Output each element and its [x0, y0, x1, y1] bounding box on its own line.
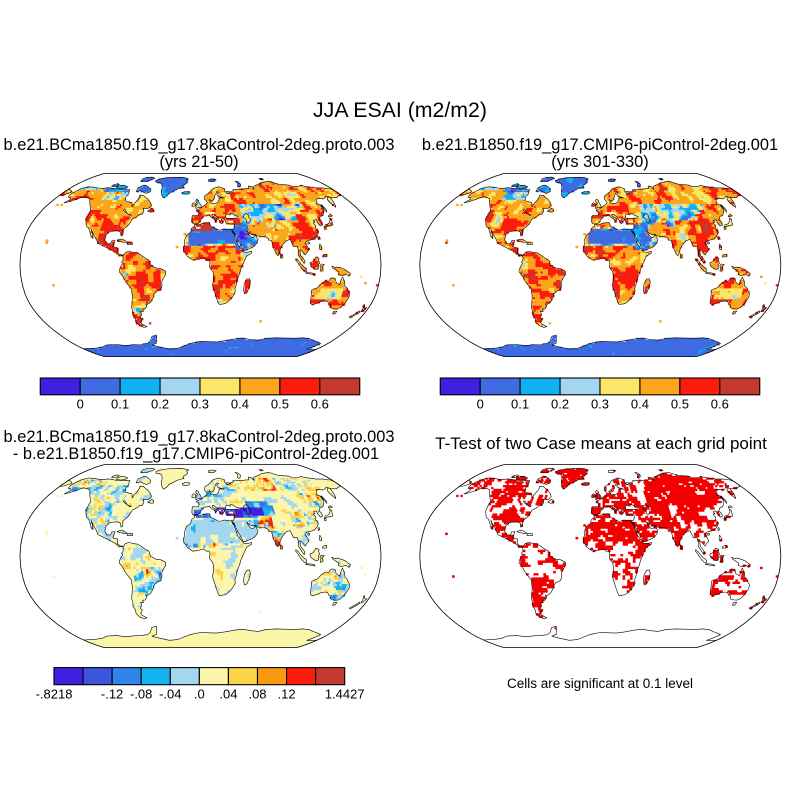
- svg-text:0.2: 0.2: [551, 396, 569, 411]
- svg-text:T-Test of two Case means at ea: T-Test of two Case means at each grid po…: [435, 434, 767, 453]
- svg-text:.08: .08: [248, 686, 266, 701]
- svg-text:-.8218: -.8218: [36, 686, 73, 701]
- svg-text:b.e21.BCma1850.f19_g17.8kaCont: b.e21.BCma1850.f19_g17.8kaControl-2deg.p…: [4, 428, 395, 446]
- svg-text:JJA ESAI (m2/m2): JJA ESAI (m2/m2): [313, 98, 487, 122]
- svg-text:0.6: 0.6: [711, 396, 729, 411]
- svg-text:- b.e21.B1850.f19_g17.CMIP6-pi: - b.e21.B1850.f19_g17.CMIP6-piControl-2d…: [13, 445, 379, 463]
- svg-text:0: 0: [77, 396, 84, 411]
- svg-text:Cells are significant at 0.1 l: Cells are significant at 0.1 level: [507, 676, 693, 691]
- svg-text:0.6: 0.6: [311, 396, 329, 411]
- svg-text:0.4: 0.4: [631, 396, 649, 411]
- svg-text:0.3: 0.3: [591, 396, 609, 411]
- svg-text:b.e21.BCma1850.f19_g17.8kaCont: b.e21.BCma1850.f19_g17.8kaControl-2deg.p…: [4, 136, 395, 154]
- svg-text:0.5: 0.5: [671, 396, 689, 411]
- svg-text:.04: .04: [219, 686, 237, 701]
- svg-text:0.1: 0.1: [111, 396, 129, 411]
- svg-text:-.04: -.04: [159, 686, 181, 701]
- svg-text:1.4427: 1.4427: [325, 686, 365, 701]
- svg-text:b.e21.B1850.f19_g17.CMIP6-piCo: b.e21.B1850.f19_g17.CMIP6-piControl-2deg…: [422, 136, 778, 154]
- svg-text:0.2: 0.2: [151, 396, 169, 411]
- svg-text:0.4: 0.4: [231, 396, 249, 411]
- svg-text:-.08: -.08: [130, 686, 152, 701]
- svg-text:0: 0: [477, 396, 484, 411]
- svg-text:(yrs 301-330): (yrs 301-330): [551, 153, 648, 171]
- svg-text:-.12: -.12: [101, 686, 123, 701]
- svg-text:0.5: 0.5: [271, 396, 289, 411]
- svg-text:.12: .12: [278, 686, 296, 701]
- svg-text:.0: .0: [194, 686, 205, 701]
- svg-text:0.1: 0.1: [511, 396, 529, 411]
- svg-text:0.3: 0.3: [191, 396, 209, 411]
- svg-text:(yrs 21-50): (yrs 21-50): [159, 153, 238, 171]
